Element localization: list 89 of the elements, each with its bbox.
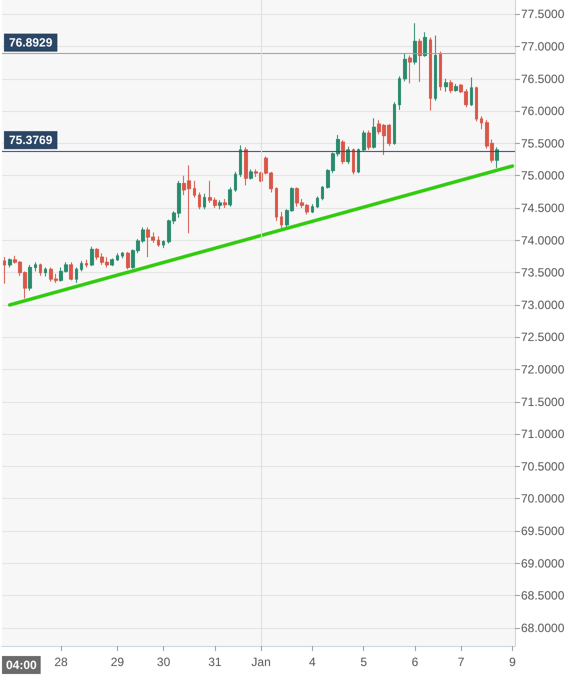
candlestick xyxy=(228,186,232,208)
candlestick xyxy=(449,80,453,94)
x-tick-label: 29 xyxy=(110,655,124,669)
ref-line-label: 76.8929 xyxy=(9,36,53,50)
candlestick xyxy=(372,118,376,150)
y-tick-label: 72.5000 xyxy=(521,330,565,344)
candlestick xyxy=(408,55,412,84)
candlestick xyxy=(275,186,278,222)
candlestick xyxy=(321,186,324,201)
candlestick xyxy=(352,148,355,175)
candlestick xyxy=(439,51,442,91)
y-tick-label: 69.0000 xyxy=(521,556,565,570)
candlestick xyxy=(434,35,437,102)
y-tick-label: 68.5000 xyxy=(521,588,565,603)
candlestick xyxy=(470,77,473,106)
candlestick xyxy=(311,204,314,214)
y-tick-label: 74.5000 xyxy=(521,201,565,216)
candlestick xyxy=(444,78,448,92)
candlestick xyxy=(223,198,227,209)
y-tick-label: 70.5000 xyxy=(521,459,565,474)
candlestick xyxy=(116,252,119,262)
candlestick xyxy=(39,263,42,276)
ref-line-label: 75.3769 xyxy=(9,133,53,148)
candlestick xyxy=(357,148,360,174)
candlestick xyxy=(418,38,422,83)
candlestick xyxy=(429,36,432,111)
candlestick xyxy=(126,251,130,270)
y-tick-label: 77.0000 xyxy=(521,40,565,54)
x-tick-label: Jan xyxy=(251,655,271,669)
y-tick-label: 71.0000 xyxy=(521,427,565,442)
candlestick xyxy=(218,200,222,210)
candlestick xyxy=(110,258,114,267)
candlestick xyxy=(198,192,201,210)
candlestick xyxy=(75,266,78,284)
candlestick xyxy=(3,256,6,284)
candlestick xyxy=(28,264,32,292)
candlestick xyxy=(316,196,319,209)
y-tick-label: 76.5000 xyxy=(521,72,565,86)
candlestick xyxy=(398,76,401,110)
x-tick-label: 6 xyxy=(412,655,419,669)
x-tick-label: 31 xyxy=(208,655,222,669)
y-tick-label: 73.5000 xyxy=(521,266,565,280)
candlestick xyxy=(85,259,88,268)
y-tick-label: 73.0000 xyxy=(521,298,565,312)
y-tick-label: 68.0000 xyxy=(521,620,565,635)
candlestick xyxy=(239,144,242,178)
candlestick xyxy=(423,32,427,58)
candlestick xyxy=(8,258,12,268)
candlestick xyxy=(393,102,396,146)
y-tick-label: 77.5000 xyxy=(521,7,565,22)
y-tick-label: 72.0000 xyxy=(521,362,565,377)
candlestick xyxy=(193,180,196,198)
candlestick xyxy=(280,211,283,230)
candlestick xyxy=(69,262,73,281)
candlestick xyxy=(234,171,237,192)
candlestick xyxy=(362,130,366,152)
candlestick xyxy=(475,86,478,122)
candlestick xyxy=(341,140,345,165)
x-tick-label: 9 xyxy=(509,655,516,669)
candlestick xyxy=(454,83,458,92)
y-tick-label: 76.0000 xyxy=(521,104,565,118)
candlestick xyxy=(121,251,124,259)
candlestick xyxy=(495,146,499,168)
y-tick-label: 75.5000 xyxy=(521,136,565,150)
x-tick-label: 30 xyxy=(156,655,171,669)
candlestick xyxy=(249,168,253,180)
candlestick xyxy=(90,246,94,267)
candlestick xyxy=(413,22,417,66)
y-tick-label: 69.5000 xyxy=(521,524,565,538)
text: 04:00 xyxy=(6,658,38,672)
x-tick-label: 7 xyxy=(458,655,465,669)
candlestick xyxy=(480,116,483,130)
y-tick-label: 71.5000 xyxy=(521,394,565,409)
candlestick xyxy=(157,236,160,248)
candlestick xyxy=(203,193,206,210)
candlestick xyxy=(80,260,83,272)
x-tick-label: 5 xyxy=(360,655,368,669)
candlestick xyxy=(403,52,407,82)
y-tick-label: 70.0000 xyxy=(521,492,565,506)
candlestick xyxy=(346,146,350,165)
y-tick-label: 75.0000 xyxy=(521,168,565,183)
candlestick xyxy=(162,240,165,249)
candlestick xyxy=(244,146,248,186)
candlestick xyxy=(44,266,47,277)
y-tick-label: 74.0000 xyxy=(521,233,565,248)
x-tick-label: 4 xyxy=(309,655,316,669)
x-tick-label: 28 xyxy=(54,655,68,669)
candlestick xyxy=(34,262,37,272)
candlestick xyxy=(367,130,371,150)
